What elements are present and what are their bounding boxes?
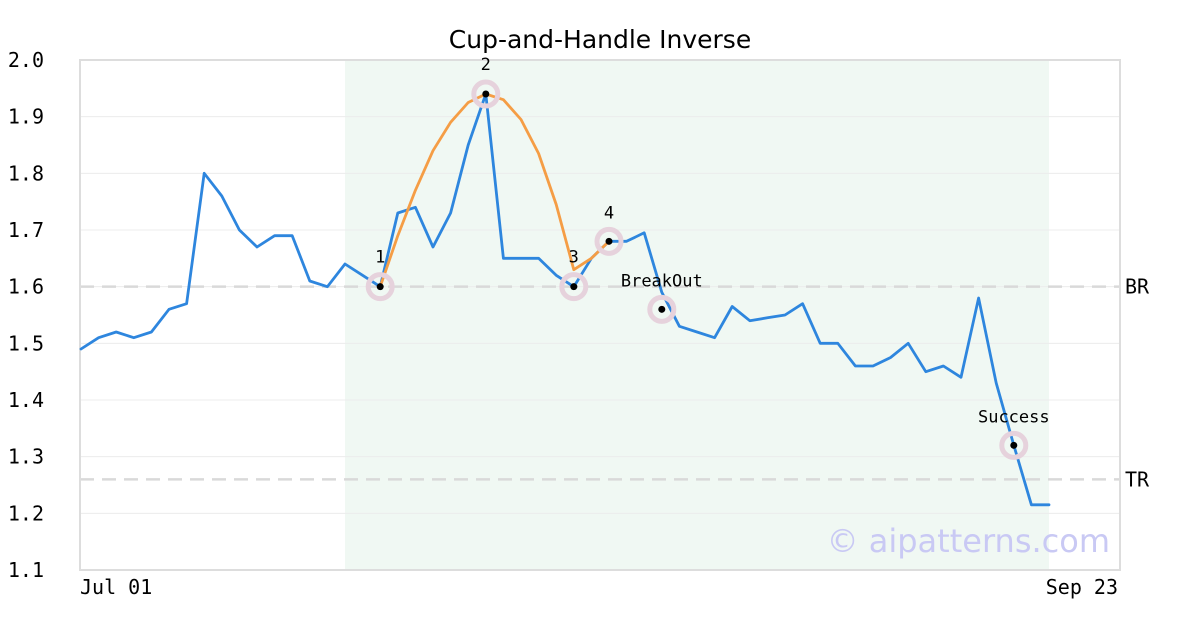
- point-label: 3: [569, 248, 579, 268]
- pattern-region: [345, 60, 1049, 570]
- y-tick-label: 2.0: [8, 48, 44, 72]
- point-dot: [376, 283, 384, 291]
- point-label: 1: [375, 248, 385, 268]
- y-tick-label: 1.7: [8, 218, 44, 242]
- y-tick-label: 1.6: [8, 275, 44, 299]
- y-tick-label: 1.2: [8, 501, 44, 525]
- point-halo: [365, 272, 395, 302]
- level-label: TR: [1125, 467, 1150, 491]
- y-tick-label: 1.9: [8, 105, 44, 129]
- level-label: BR: [1125, 275, 1150, 299]
- y-axis-ticks: 2.0 1.9 1.8 1.7 1.6 1.5 1.4 1.3 1.2 1.1: [8, 48, 44, 582]
- x-axis-ticks: Jul 01 Sep 23: [80, 575, 1118, 599]
- chart-title: Cup-and-Handle Inverse: [449, 25, 751, 54]
- pattern-line: [378, 92, 611, 289]
- point-halo: [471, 79, 501, 109]
- y-tick-label: 1.8: [8, 161, 44, 185]
- y-tick-label: 1.5: [8, 331, 44, 355]
- watermark: © aipatterns.com: [827, 522, 1110, 560]
- point-halo: [594, 226, 624, 256]
- point-dot: [1010, 441, 1018, 449]
- point-label: 4: [604, 203, 614, 223]
- plot-frame: [79, 59, 1121, 571]
- point-dot: [605, 237, 613, 245]
- point-label: Success: [978, 407, 1050, 427]
- pattern-region-layer: [345, 60, 1049, 570]
- point-label: 2: [481, 55, 491, 75]
- point-dot: [658, 305, 666, 313]
- x-tick-label: Jul 01: [80, 575, 152, 599]
- point-dot: [570, 283, 578, 291]
- y-tick-label: 1.1: [8, 558, 44, 582]
- pattern-points: 1 2 3 4 BreakOut Success: [365, 55, 1050, 460]
- point-halo: [559, 272, 589, 302]
- y-tick-label: 1.4: [8, 388, 44, 412]
- y-tick-label: 1.3: [8, 445, 44, 469]
- point-halo: [999, 430, 1029, 460]
- point-halo: [647, 294, 677, 324]
- x-tick-label: Sep 23: [1046, 575, 1118, 599]
- point-label: BreakOut: [621, 271, 703, 291]
- point-dot: [482, 90, 490, 98]
- level-lines: BR TR: [80, 275, 1150, 491]
